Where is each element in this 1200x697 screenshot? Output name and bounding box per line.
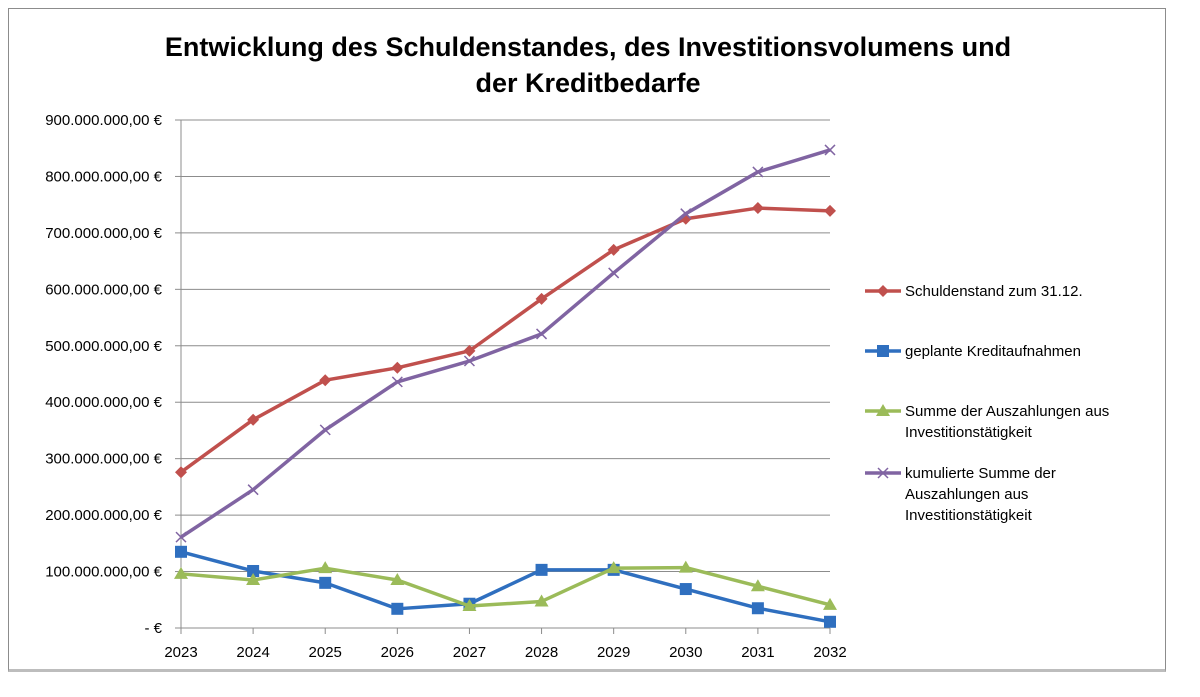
gridlines [181, 119, 830, 573]
x-tick-label: 2026 [381, 644, 414, 661]
x-tick-label: 2027 [453, 644, 486, 661]
data-point [608, 267, 620, 279]
legend-label: Auszahlungen aus [905, 486, 1028, 503]
data-point [678, 560, 693, 573]
series-3 [175, 144, 836, 543]
data-point [752, 166, 764, 178]
chart-title-line: der Kreditbedarfe [475, 68, 700, 98]
data-point [824, 615, 836, 628]
series [174, 144, 837, 628]
data-point [536, 328, 548, 340]
x-tick-label: 2032 [813, 644, 846, 661]
data-point [175, 545, 187, 558]
data-point [390, 573, 405, 586]
y-tick-label: 900.000.000,00 € [45, 112, 162, 129]
legend-label: Investitionstätigkeit [905, 424, 1033, 441]
legend-marker [877, 467, 889, 479]
data-point [535, 563, 548, 576]
data-point [247, 484, 259, 496]
series-2 [174, 560, 837, 611]
data-point [246, 573, 261, 586]
legend-item: geplante Kreditaufnahmen [865, 343, 1081, 360]
data-point [462, 598, 477, 611]
data-point [319, 374, 332, 387]
data-point [823, 597, 837, 610]
x-tick-label: 2029 [597, 644, 630, 661]
x-tick-label: 2031 [741, 644, 774, 661]
data-point [535, 292, 548, 305]
data-point [679, 583, 692, 596]
data-point [247, 413, 260, 426]
x-tick-label: 2024 [236, 644, 269, 661]
x-tick-label: 2025 [309, 644, 342, 661]
y-tick-label: 300.000.000,00 € [45, 451, 162, 468]
legend-label: geplante Kreditaufnahmen [905, 343, 1081, 360]
legend-label: Summe der Auszahlungen aus [905, 403, 1109, 420]
data-point [391, 361, 404, 374]
data-point [607, 243, 620, 256]
data-point [174, 566, 188, 579]
chart-frame [8, 8, 1166, 672]
data-point [319, 576, 332, 589]
legend-label: Investitionstätigkeit [905, 507, 1033, 524]
legend-item: kumulierte Summe der Auszahlungen aus Inve… [865, 465, 1056, 524]
data-point [751, 202, 764, 215]
axes: - € 100.000.000,00 € 200.000.000,00 € 300.0… [45, 112, 846, 661]
legend-marker [877, 345, 889, 357]
x-tick-label: 2028 [525, 644, 558, 661]
legend-marker [876, 404, 890, 416]
data-point [824, 204, 836, 217]
data-point [318, 561, 333, 574]
x-tick-label: 2030 [669, 644, 702, 661]
data-point [824, 144, 836, 156]
series-0 [175, 202, 836, 479]
data-point [391, 602, 404, 615]
legend: Schuldenstand zum 31.12. geplante Kredita… [865, 283, 1109, 524]
data-point [751, 602, 764, 615]
data-point [319, 424, 331, 436]
data-point [750, 579, 765, 592]
data-point [463, 344, 476, 357]
y-tick-label: 100.000.000,00 € [45, 564, 162, 581]
chart-title: Entwicklung des Schuldenstandes, des Inv… [165, 32, 1011, 98]
y-tick-label: 200.000.000,00 € [45, 507, 162, 524]
data-point [391, 376, 403, 388]
data-point [247, 564, 260, 577]
legend-item: Schuldenstand zum 31.12. [865, 283, 1083, 300]
chart-title-line: Entwicklung des Schuldenstandes, des Inv… [165, 32, 1011, 62]
y-tick-label: 500.000.000,00 € [45, 338, 162, 355]
data-point [463, 355, 475, 367]
data-point [175, 466, 187, 479]
legend-marker [877, 285, 889, 297]
data-point [534, 594, 549, 607]
y-tick-label: 800.000.000,00 € [45, 168, 162, 185]
legend-label: kumulierte Summe der [905, 465, 1056, 482]
data-point [606, 561, 621, 574]
legend-label: Schuldenstand zum 31.12. [905, 283, 1083, 300]
legend-item: Summe der Auszahlungen aus Investitionstä… [865, 403, 1109, 441]
y-tick-label: 700.000.000,00 € [45, 225, 162, 242]
x-tick-label: 2023 [164, 644, 197, 661]
series-line [180, 565, 831, 608]
y-tick-label: 600.000.000,00 € [45, 281, 162, 298]
y-tick-label: 400.000.000,00 € [45, 394, 162, 411]
series-line [180, 148, 831, 539]
series-line [179, 206, 831, 474]
data-point [175, 531, 187, 543]
series-1 [175, 545, 836, 628]
y-tick-label: - € [144, 620, 162, 637]
series-line [180, 550, 831, 624]
data-point [680, 208, 692, 220]
